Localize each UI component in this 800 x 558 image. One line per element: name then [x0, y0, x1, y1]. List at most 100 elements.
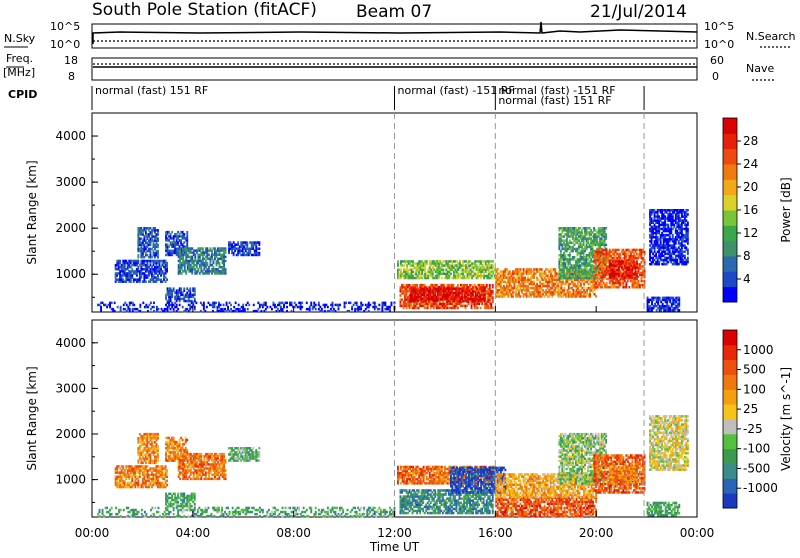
cell — [137, 260, 139, 263]
freq-tick-low: 8 — [68, 70, 75, 83]
cell — [200, 310, 202, 313]
cell — [636, 271, 638, 274]
cell — [142, 302, 144, 305]
cell — [153, 306, 155, 309]
cell — [225, 247, 227, 250]
cell — [472, 287, 474, 290]
cell — [605, 233, 607, 236]
cell — [180, 287, 182, 290]
cpid-segment-0: normal (fast) 151 RF — [95, 84, 208, 97]
cell — [486, 284, 488, 287]
cell — [301, 306, 303, 309]
cell — [183, 287, 185, 290]
cell — [618, 249, 620, 252]
cell — [443, 284, 445, 287]
cell — [215, 302, 217, 305]
cell — [442, 269, 444, 272]
cell — [453, 284, 455, 287]
cell — [237, 241, 239, 244]
cell — [644, 280, 646, 283]
cell — [235, 302, 237, 305]
cell — [189, 287, 191, 290]
cell — [253, 304, 255, 307]
cell — [667, 224, 669, 227]
cpid-segment-3: normal (fast) 151 RF — [498, 94, 611, 107]
cell — [182, 306, 184, 309]
cell — [492, 264, 494, 267]
cell — [291, 310, 293, 313]
cell — [324, 310, 326, 313]
cell — [678, 309, 680, 312]
cell — [206, 306, 208, 309]
cell — [150, 302, 152, 305]
cell — [644, 251, 646, 254]
cell — [225, 260, 227, 263]
cell — [173, 287, 175, 290]
nsky-frame — [92, 24, 697, 48]
cell — [157, 244, 159, 247]
cell — [384, 302, 386, 305]
cell — [374, 302, 376, 305]
cell — [477, 307, 479, 310]
cell — [157, 237, 159, 240]
cell — [541, 268, 543, 271]
cell — [484, 287, 486, 290]
cell — [247, 308, 249, 311]
cell — [186, 231, 188, 234]
cell — [332, 302, 334, 305]
nave-tick-high: 60 — [710, 54, 724, 67]
cell — [179, 304, 181, 307]
cell — [315, 308, 317, 311]
date-label: 21/Jul/2014 — [590, 2, 687, 22]
cell — [350, 302, 352, 305]
cell — [484, 298, 486, 301]
cell — [492, 290, 494, 293]
cell — [492, 260, 494, 263]
cell — [244, 308, 246, 311]
cell — [378, 304, 380, 307]
cell — [291, 302, 293, 305]
nsearch-tick-high: 10^5 — [704, 20, 734, 33]
nsky-strip: N.Sky 10^5 10^0 10^5 10^0 N.Search — [4, 20, 796, 51]
cell — [157, 250, 159, 253]
cell — [369, 304, 371, 307]
nsky-tick-high: 10^5 — [50, 20, 80, 33]
cell — [286, 310, 288, 313]
cell — [265, 302, 267, 305]
cell — [220, 304, 222, 307]
cell — [672, 234, 674, 237]
cell — [480, 307, 482, 310]
cell — [192, 302, 194, 305]
cell — [114, 302, 116, 305]
cell — [457, 284, 459, 287]
cell — [378, 308, 380, 311]
cell — [301, 302, 303, 305]
cell — [321, 308, 323, 311]
cell — [258, 248, 260, 251]
cell — [563, 287, 565, 290]
cell — [139, 310, 141, 313]
nave-label: Nave — [746, 62, 774, 75]
cell — [489, 284, 491, 287]
cell — [492, 284, 494, 287]
nave-tick-low: 0 — [712, 70, 719, 83]
station-title: South Pole Station (fitACF) — [92, 0, 317, 20]
cell — [520, 268, 522, 271]
cell — [100, 306, 102, 309]
cell — [362, 304, 364, 307]
cell — [223, 304, 225, 307]
freq-frame — [92, 58, 697, 80]
freq-label-top: Freq. — [6, 52, 33, 65]
cell — [166, 262, 168, 265]
cell — [638, 280, 640, 283]
power-patch-15 — [649, 209, 689, 265]
cell — [315, 304, 317, 307]
cell — [441, 277, 443, 280]
cell — [271, 308, 273, 311]
nsearch-tick-low: 10^0 — [704, 38, 734, 51]
cell — [574, 256, 576, 259]
cell — [286, 306, 288, 309]
cell — [158, 308, 160, 311]
